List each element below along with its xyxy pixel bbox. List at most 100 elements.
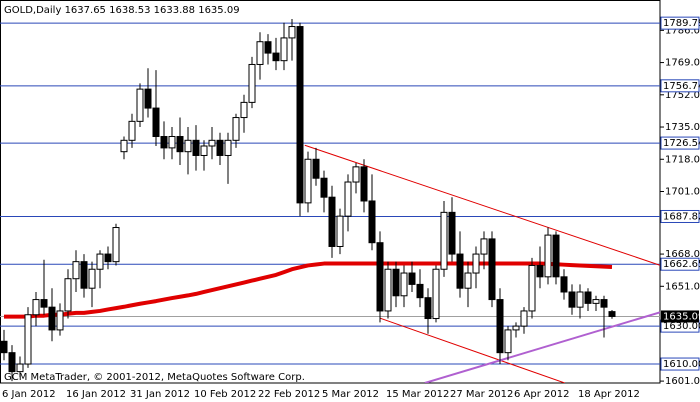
candle-body — [336, 215, 344, 247]
candle-body — [512, 325, 520, 331]
candle-body — [520, 310, 528, 327]
x-tick-label: 22 Feb 2012 — [258, 389, 320, 400]
level-label: 1726.54 — [663, 138, 700, 149]
y-tick-label: 1601.00 — [665, 376, 700, 387]
candle-body — [464, 272, 472, 289]
level-label: 1610.00 — [663, 359, 700, 370]
last-high: 1638.53 — [109, 5, 150, 16]
candle-body — [216, 139, 224, 156]
candle-body — [408, 272, 416, 285]
candle-body — [168, 136, 176, 149]
level-label: 1630.00 — [663, 321, 700, 332]
candle-body — [480, 238, 488, 255]
trendline — [424, 311, 660, 383]
trendline — [379, 317, 565, 383]
candle-body — [24, 314, 32, 365]
candle-body — [176, 136, 184, 153]
axes: 1601.00 1651.00 1668.00 1701.00 1718.00 1735.… — [2, 16, 700, 400]
candle-body — [256, 41, 264, 65]
x-tick-label: 5 Mar 2012 — [322, 389, 379, 400]
candle-body — [440, 211, 448, 270]
level-label: 1789.79 — [663, 18, 700, 29]
candle-body — [448, 211, 456, 255]
candle-body — [240, 101, 248, 119]
x-tick-label: 16 Jan 2012 — [66, 389, 126, 400]
candle-body — [96, 253, 104, 270]
candle-body — [608, 311, 616, 317]
candle-body — [264, 41, 272, 54]
candle-body — [224, 139, 232, 156]
last-low: 1633.88 — [154, 5, 195, 16]
candle-body — [192, 139, 200, 156]
candle-body — [184, 139, 192, 153]
level-label: 1662.65 — [663, 259, 700, 270]
y-tick-label: 1735.00 — [665, 122, 700, 133]
candle-body — [56, 310, 64, 331]
x-tick-label: 31 Jan 2012 — [130, 389, 190, 400]
candle-body — [40, 299, 48, 308]
level-label-box — [660, 16, 700, 30]
plot-area — [0, 18, 660, 383]
candle-body — [392, 268, 400, 297]
plot-frame — [0, 0, 661, 384]
candle-body — [544, 234, 552, 278]
level-label: 1687.82 — [663, 211, 700, 222]
candle-body — [456, 253, 464, 289]
candle-body — [208, 139, 216, 147]
candle-body — [472, 253, 480, 274]
candle-body — [312, 158, 320, 179]
candle-body — [288, 26, 296, 39]
candle-body — [64, 278, 72, 312]
candle-body — [384, 268, 392, 312]
y-tick-label: 1786.00 — [665, 25, 700, 36]
candle-body — [296, 26, 304, 204]
candle-body — [328, 196, 336, 247]
candle-body — [536, 264, 544, 278]
y-tick-label: 1718.00 — [665, 154, 700, 165]
candle-body — [248, 63, 256, 103]
candle-body — [504, 329, 512, 354]
chart-header: GOLD,Daily 1637.65 1638.53 1633.88 1635.… — [4, 5, 240, 16]
candle-body — [352, 166, 360, 183]
candle-body — [360, 166, 368, 202]
level-label-box — [660, 209, 700, 223]
candle-body — [568, 291, 576, 308]
candle-body — [584, 291, 592, 304]
candle-body — [144, 88, 152, 109]
candle-body — [72, 261, 80, 280]
candle-body — [400, 272, 408, 297]
level-label: 1756.74 — [663, 81, 700, 92]
candle-body — [232, 117, 240, 141]
x-tick-label: 27 Mar 2012 — [450, 389, 513, 400]
candle-body — [576, 291, 584, 308]
price-label-box — [661, 310, 699, 323]
candle-body — [152, 107, 160, 138]
last-close: 1635.09 — [198, 5, 239, 16]
candle-body — [272, 52, 280, 62]
level-label-box — [660, 357, 700, 371]
candle-body — [320, 177, 328, 198]
last-open: 1637.65 — [65, 5, 106, 16]
moving-average — [4, 261, 613, 319]
candle-body — [8, 352, 16, 373]
candle-body — [496, 299, 504, 354]
candle-body — [112, 227, 120, 263]
candle-body — [136, 88, 144, 122]
y-tick-label: 1752.00 — [665, 90, 700, 101]
candle-body — [160, 136, 168, 149]
candle-body — [88, 268, 96, 289]
x-tick-label: 18 Apr 2012 — [578, 389, 640, 400]
level-label-box — [660, 136, 700, 150]
x-tick-label: 15 Mar 2012 — [386, 389, 449, 400]
candle-body — [32, 299, 40, 316]
candle-body — [304, 158, 312, 204]
y-tick-label: 1701.00 — [665, 187, 700, 198]
candle-body — [344, 181, 352, 217]
price-label: 1635.09 — [663, 311, 700, 322]
candle-body — [16, 363, 24, 373]
candle-body — [528, 264, 536, 312]
y-tick-label: 1668.00 — [665, 249, 700, 260]
candle-body — [120, 139, 128, 153]
y-tick-label: 1651.00 — [665, 281, 700, 292]
